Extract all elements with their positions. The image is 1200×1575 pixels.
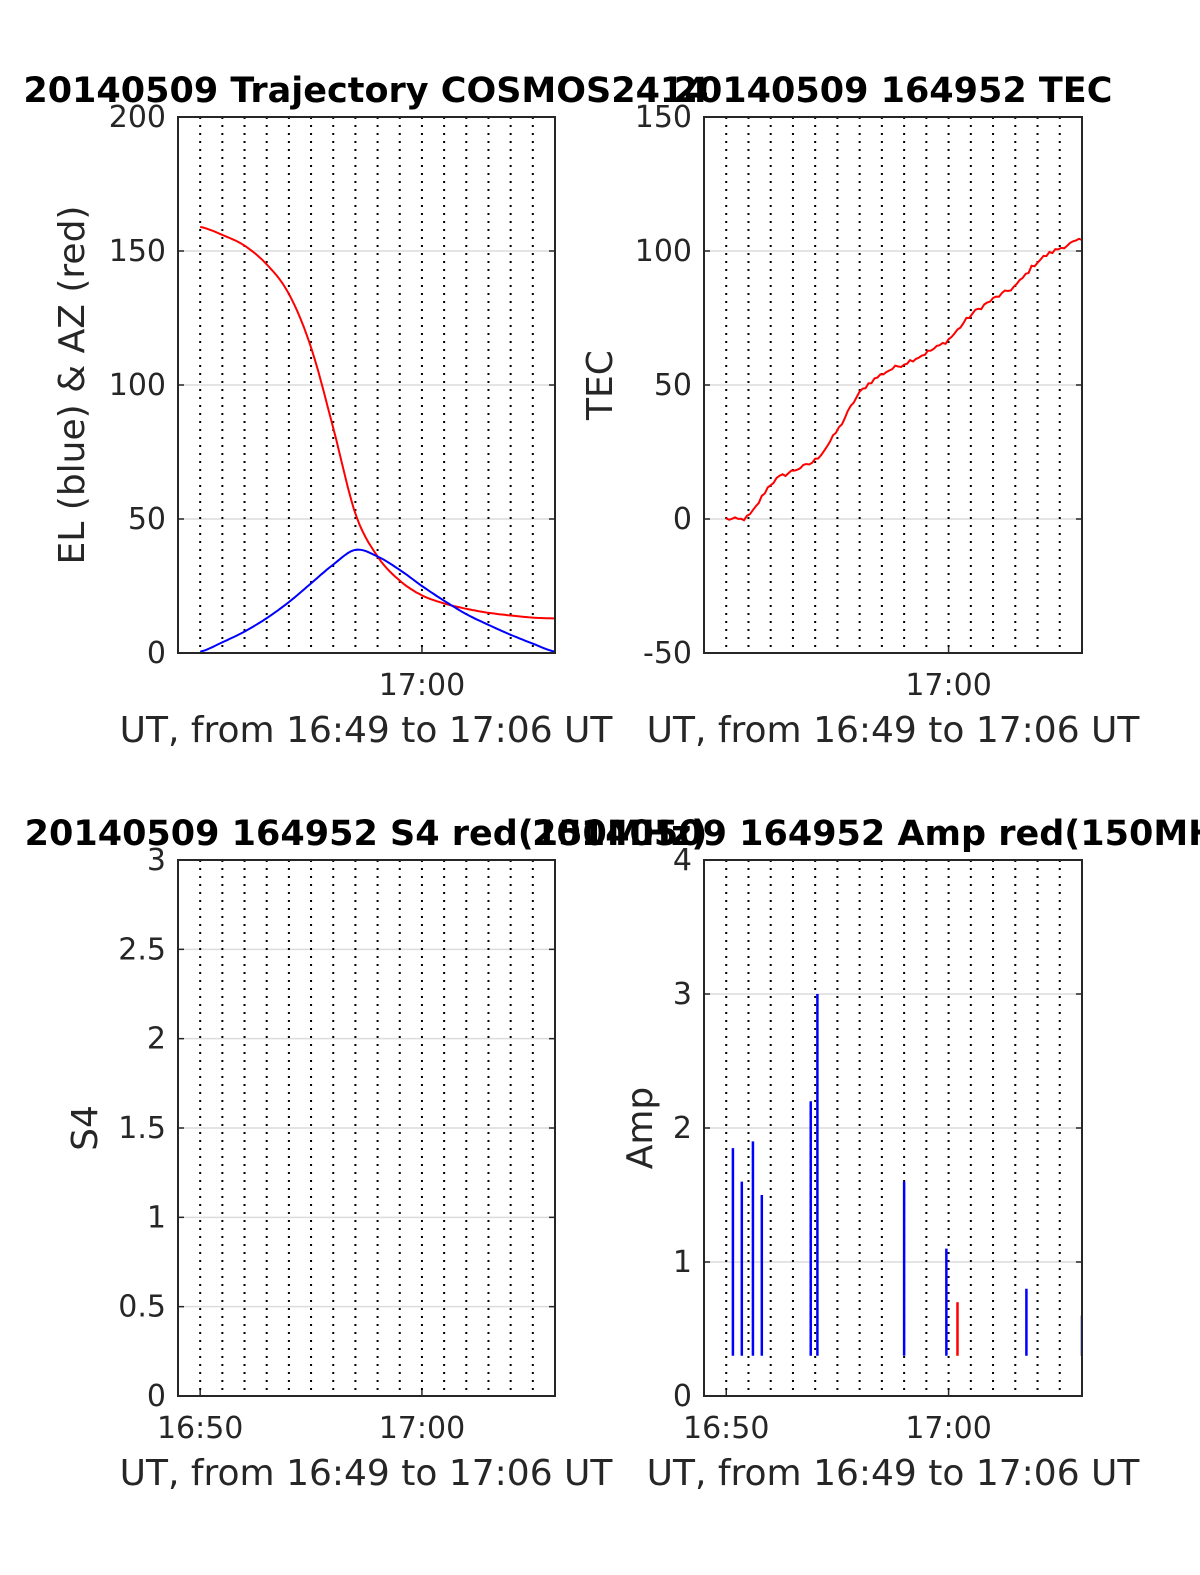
y-tick-label: 1 bbox=[673, 1245, 692, 1280]
series-line-tec bbox=[725, 237, 1082, 522]
y-tick-label: 100 bbox=[109, 368, 166, 403]
y-tick-label: 150 bbox=[109, 234, 166, 269]
y-tick-label: 4 bbox=[673, 843, 692, 878]
y-tick-label: 2 bbox=[147, 1022, 166, 1057]
y-axis-label: EL (blue) & AZ (red) bbox=[52, 206, 93, 565]
y-tick-label: 0 bbox=[147, 636, 166, 671]
y-tick-label: 100 bbox=[635, 234, 692, 269]
x-tick-label: 17:00 bbox=[379, 668, 465, 703]
y-tick-label: 2 bbox=[673, 1111, 692, 1146]
y-tick-label: 150 bbox=[635, 100, 692, 135]
y-tick-label: 1.5 bbox=[118, 1111, 166, 1146]
x-tick-label: 17:00 bbox=[379, 1411, 465, 1446]
y-tick-label: 0 bbox=[147, 1379, 166, 1414]
y-tick-label: 3 bbox=[673, 977, 692, 1012]
x-tick-label: 17:00 bbox=[905, 668, 991, 703]
y-axis-label: Amp bbox=[620, 1087, 661, 1170]
x-tick-label: 16:50 bbox=[157, 1411, 243, 1446]
y-tick-label: 50 bbox=[128, 502, 166, 537]
trajectory-panel: 0 50 100 150 200 17:00 20140509 Trajectory CO… bbox=[23, 71, 708, 751]
y-tick-label: 2.5 bbox=[118, 932, 166, 967]
y-tick-label: 0.5 bbox=[118, 1290, 166, 1325]
y-tick-label: -50 bbox=[643, 636, 692, 671]
chart-title: 20140509 164952 TEC bbox=[674, 71, 1113, 111]
s4-panel: 0 0.5 1 1.5 2 2.5 3 16:50 17:00 20140509 164952 … bbox=[25, 814, 708, 1494]
x-axis-label: UT, from 16:49 to 17:06 UT bbox=[647, 1453, 1141, 1494]
x-axis-label: UT, from 16:49 to 17:06 UT bbox=[647, 710, 1141, 751]
series-line-el-blue- bbox=[199, 548, 555, 653]
x-tick-label: 17:00 bbox=[905, 1411, 991, 1446]
y-tick-label: 1 bbox=[147, 1200, 166, 1235]
y-tick-label: 0 bbox=[673, 502, 692, 537]
y-tick-label: 50 bbox=[654, 368, 692, 403]
chart-title: 20140509 164952 Amp red(150MHz) bbox=[532, 814, 1200, 854]
y-tick-label: 200 bbox=[109, 100, 166, 135]
y-axis-label: S4 bbox=[65, 1105, 106, 1151]
y-tick-label: 3 bbox=[147, 843, 166, 878]
tec-panel: -50 0 50 100 150 17:00 20140509 164952 TEC UT… bbox=[580, 71, 1140, 751]
chart-title: 20140509 Trajectory COSMOS2414 bbox=[23, 71, 708, 111]
x-axis-label: UT, from 16:49 to 17:06 UT bbox=[120, 710, 614, 751]
x-tick-label: 16:50 bbox=[683, 1411, 769, 1446]
x-axis-label: UT, from 16:49 to 17:06 UT bbox=[120, 1453, 614, 1494]
amp-panel: 0 1 2 3 4 16:50 17:00 20140509 164952 Amp red(… bbox=[532, 814, 1200, 1494]
y-tick-label: 0 bbox=[673, 1379, 692, 1414]
y-axis-label: TEC bbox=[580, 350, 621, 421]
chart-title: 20140509 164952 S4 red(150MHz) bbox=[25, 814, 708, 854]
